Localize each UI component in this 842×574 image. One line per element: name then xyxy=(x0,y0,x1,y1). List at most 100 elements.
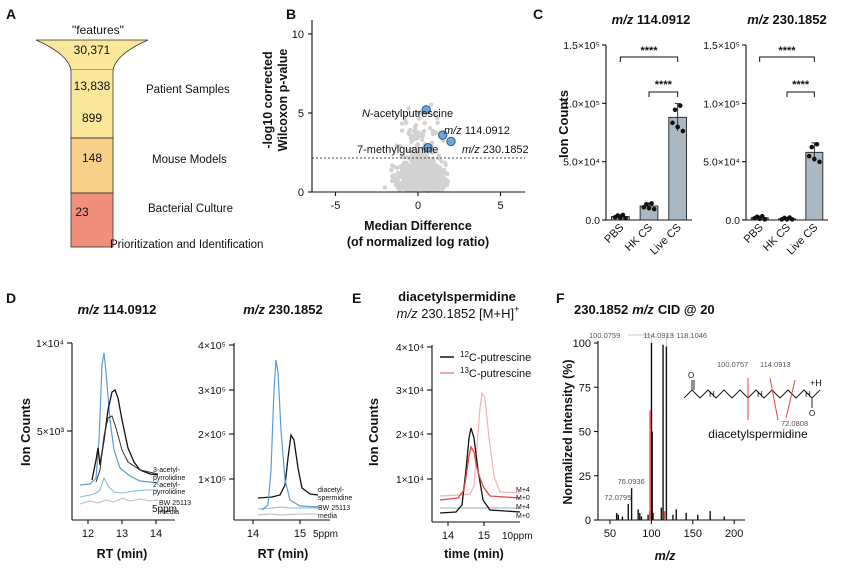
volcano-xtick: 5 xyxy=(497,200,503,212)
ms-peak-label: 76.0936 xyxy=(618,477,645,486)
volcano-point xyxy=(418,163,423,169)
bar-ylabel: Ion Counts xyxy=(556,90,571,158)
panel-e-xtick-15: 15 xyxy=(478,530,490,542)
annotation-mz-114: m/z 114.0912 xyxy=(444,125,510,137)
ms-spectrum: 0 25 50 75 100 50 100 150 200 100.0759 114.0913 118… xyxy=(573,331,745,540)
volcano-point xyxy=(427,126,433,131)
significance-stars: **** xyxy=(792,79,810,91)
significance-stars: **** xyxy=(640,45,658,57)
funnel-tier-4 xyxy=(70,137,114,194)
chrom-2-xlabel: RT (min) xyxy=(258,547,309,561)
svg-text:O: O xyxy=(809,409,815,418)
ms-ytick: 100 xyxy=(573,338,591,350)
volcano-ytick: 10 xyxy=(292,29,304,41)
volcano-point xyxy=(399,184,404,189)
volcano-point xyxy=(395,165,400,170)
panel-e-trace-label-3: M+4 xyxy=(516,504,530,511)
volcano-point xyxy=(444,182,450,188)
panel-a: A "features" 30,371 13,838 899 148 23 Pa… xyxy=(6,6,263,251)
panel-letter-d: D xyxy=(6,290,16,306)
chrom-1-xtick-13: 13 xyxy=(116,528,128,540)
volcano-ytick: 0 xyxy=(298,187,304,199)
volcano-point xyxy=(415,149,421,154)
volcano-point xyxy=(408,164,413,170)
panel-f: F 230.1852 m/z CID @ 20 Normalized Intensi… xyxy=(556,290,822,563)
volcano-ylabel-line2: Wilcoxon p-value xyxy=(276,49,290,152)
significance-bracket-hk-live xyxy=(786,91,815,97)
volcano-point xyxy=(436,156,441,161)
chrom-1-trace-extra xyxy=(95,415,159,483)
structure-label-72: 72.0808 xyxy=(781,419,808,428)
volcano-point-cloud xyxy=(382,102,451,193)
volcano-point xyxy=(439,159,444,164)
bar-sample-point xyxy=(620,212,626,218)
ms-xtick: 150 xyxy=(684,528,702,540)
volcano-highlighted-hits xyxy=(421,105,456,153)
significance-bracket-pbs-live xyxy=(619,56,679,62)
panel-d: D m/z 114.0912 m/z 230.1852 Ion Counts 1… xyxy=(6,290,352,561)
volcano-point xyxy=(420,177,425,183)
bar-ytick: 1.5×10⁵ xyxy=(703,40,740,52)
volcano-point xyxy=(409,177,415,182)
volcano-point xyxy=(389,167,394,173)
bar-sample-point xyxy=(675,124,680,130)
chrom-2-ppm: 5ppm xyxy=(313,529,338,540)
bar-sample-point xyxy=(623,216,628,221)
funnel-label-bacterial: Bacterial Culture xyxy=(148,203,233,215)
volcano-point xyxy=(404,120,409,125)
chrom-1-legend-3: BW 25113 xyxy=(159,500,191,507)
bar-sample-point xyxy=(649,201,654,206)
bar-sample-point xyxy=(789,217,795,222)
bar-group-label: PBS xyxy=(742,222,766,246)
chrom-1-trace-media xyxy=(79,497,159,505)
volcano-point xyxy=(409,153,415,158)
panel-c: C Ion Counts m/z 114.0912 m/z 230.1852 0… xyxy=(533,6,828,257)
chrom-2-trace-media xyxy=(257,513,318,516)
volcano-point xyxy=(431,185,437,190)
panel-f-title: 230.1852 m/z CID @ 20 xyxy=(574,302,715,317)
volcano-point xyxy=(430,150,436,155)
volcano-point xyxy=(435,115,440,120)
panel-b: B -5 0 5 0 5 10 N-acetylputrescine m/z 114.09… xyxy=(261,6,529,249)
bar-chart-2-title: m/z 230.1852 xyxy=(747,12,827,27)
funnel-value-1: 30,371 xyxy=(74,43,111,57)
bar-group-label: PBS xyxy=(602,222,626,246)
panel-e-ytick-3e4: 3×10⁴ xyxy=(396,385,424,397)
volcano-ylabel-line1: -log10 corrected xyxy=(261,51,275,148)
panel-e-title-line2: m/z 230.1852 [M+H]+ xyxy=(397,304,520,321)
volcano-xtick: 0 xyxy=(415,200,421,212)
volcano-point xyxy=(415,174,420,180)
volcano-point xyxy=(412,126,418,132)
ms-peak-label: 72.0795 xyxy=(604,493,631,502)
panel-e-trace-13c xyxy=(439,445,521,501)
funnel-label-prioritization: Prioritization and Identification xyxy=(110,239,263,251)
funnel-tier-3 xyxy=(71,105,113,138)
structure-label-114: 114.0913 xyxy=(760,360,791,369)
bar-sample-point xyxy=(806,153,812,159)
chrom-1-trace-3-acetylpyrrolidine xyxy=(91,389,159,481)
significance-stars: **** xyxy=(778,45,796,57)
funnel-label-mouse: Mouse Models xyxy=(152,154,227,166)
chrom-2-trace-diacetylspermidine xyxy=(257,433,319,499)
chrom-ylabel: Ion Counts xyxy=(18,398,33,466)
volcano-hit-point xyxy=(423,143,433,153)
volcano-point xyxy=(391,175,396,181)
volcano-point xyxy=(421,128,427,134)
chrom-1-ppm: 5ppm xyxy=(152,504,177,515)
bar-sample-point xyxy=(814,141,820,147)
annotation-n-acetylputrescine: N-acetylputrescine xyxy=(362,108,453,120)
volcano-point xyxy=(431,158,436,163)
volcano-point xyxy=(420,137,425,143)
volcano-point xyxy=(430,128,436,133)
structure-label-100: 100.0757 xyxy=(717,360,748,369)
ms-ytick: 50 xyxy=(579,427,591,439)
panel-letter-e: E xyxy=(352,290,361,306)
volcano-point xyxy=(396,172,401,177)
panel-e-trace-12c xyxy=(439,427,521,514)
volcano-point xyxy=(395,175,400,181)
bar-ytick: 5.0×10⁴ xyxy=(563,157,600,169)
volcano-point xyxy=(425,162,430,168)
panel-e-trace-13c-light xyxy=(439,391,521,497)
chrom-2-xtick-14: 14 xyxy=(247,528,259,540)
